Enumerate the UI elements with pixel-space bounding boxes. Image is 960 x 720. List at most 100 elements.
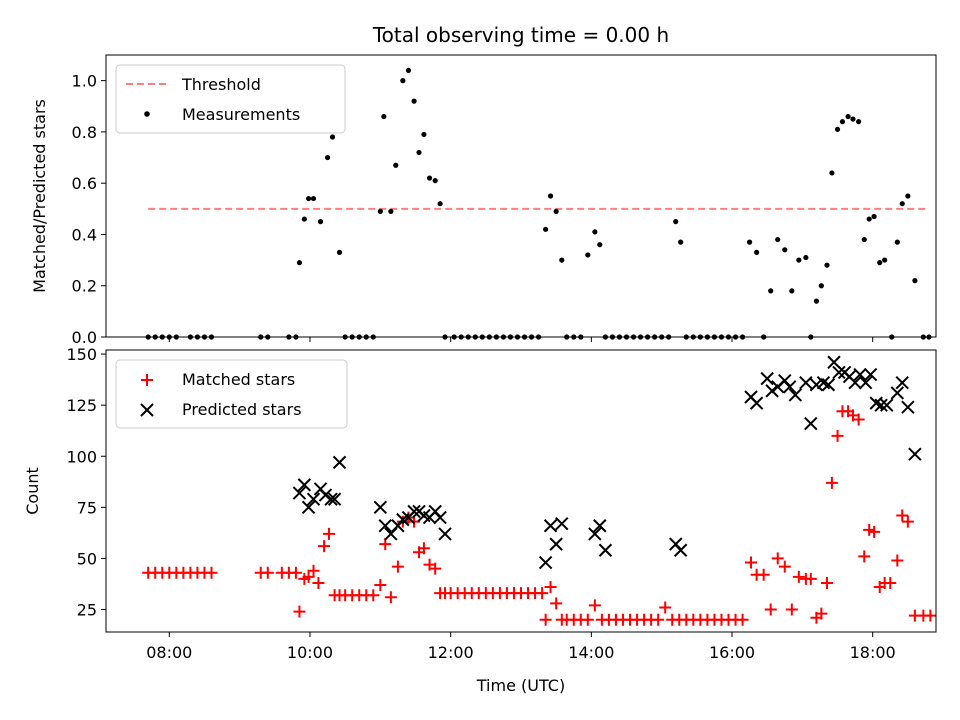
matched-star-point <box>302 570 315 583</box>
measurement-point <box>405 67 412 73</box>
measurement-point <box>597 242 603 248</box>
matched-star-point <box>825 476 838 489</box>
matched-star-point <box>374 579 387 591</box>
measurement-point <box>559 257 565 263</box>
measurement-point <box>585 252 591 258</box>
matched-star-point <box>536 587 549 600</box>
measurement-point <box>829 170 835 176</box>
measurement-point <box>866 216 872 222</box>
matched-star-point <box>539 613 552 626</box>
predicted-star-point <box>593 519 607 533</box>
predicted-star-point <box>301 500 316 515</box>
measurement-point <box>547 193 554 199</box>
measurement-point <box>388 208 394 214</box>
predicted-star-point <box>543 519 558 533</box>
matched-star-point <box>745 556 758 569</box>
x-tick-label: 12:00 <box>428 643 474 662</box>
predicted-star-point <box>324 492 338 506</box>
predicted-star-point <box>804 416 818 431</box>
matched-star-point <box>771 552 784 565</box>
matched-star-point <box>868 525 881 538</box>
measurement-point <box>310 195 317 202</box>
predicted-star-point <box>549 537 563 551</box>
legend-matched-label: Matched stars <box>182 370 295 389</box>
top-y-tick-label: 1.0 <box>72 72 97 91</box>
measurement-point <box>426 175 433 181</box>
predicted-star-point <box>332 455 347 470</box>
predicted-star-point <box>673 543 688 557</box>
matched-star-point <box>901 515 914 528</box>
predicted-star-point <box>292 486 307 500</box>
matched-star-point <box>757 568 770 581</box>
matched-star-point <box>659 601 672 614</box>
predicted-star-point <box>874 398 888 412</box>
x-tick-label: 14:00 <box>568 643 614 662</box>
measurement-point <box>416 149 422 156</box>
measurement-point <box>871 213 877 220</box>
predicted-star-point <box>438 527 452 541</box>
chart-title: Total observing time = 0.00 h <box>372 23 669 47</box>
predicted-star-point <box>306 492 321 506</box>
top-y-label: Matched/Predicted stars <box>30 99 49 293</box>
x-tick-label: 08:00 <box>146 643 192 662</box>
measurement-point <box>813 298 820 304</box>
measurement-point <box>437 201 443 207</box>
measurement-point <box>796 257 802 263</box>
matched-star-point <box>384 591 397 604</box>
predicted-star-point <box>373 500 388 515</box>
predicted-star-point <box>821 378 836 392</box>
predicted-star-point <box>378 519 392 533</box>
measurement-point <box>899 201 905 207</box>
measurement-point <box>592 229 598 235</box>
top-y-axis: 0.0 0.2 0.4 0.6 0.8 1.0 <box>72 72 106 347</box>
predicted-star-point <box>588 527 602 541</box>
predicted-star-point <box>799 375 813 390</box>
predicted-star-point <box>832 365 846 380</box>
bottom-plot-area <box>142 355 937 626</box>
matched-star-point <box>550 597 563 610</box>
matched-star-point <box>792 570 805 583</box>
top-x-ticks <box>168 337 874 342</box>
matched-star-point <box>307 564 320 577</box>
predicted-star-point <box>827 355 841 369</box>
measurement-point <box>782 247 788 253</box>
legend-predicted-label: Predicted stars <box>182 400 302 419</box>
matched-star-point <box>831 429 844 442</box>
predicted-star-point <box>901 400 915 414</box>
measurement-point <box>411 98 417 104</box>
matched-star-point <box>852 413 865 426</box>
matched-star-point <box>884 576 897 589</box>
matched-star-point <box>764 603 777 616</box>
top-legend: Threshold Measurements <box>115 64 346 134</box>
measurement-point <box>421 131 427 138</box>
measurement-point <box>754 249 760 255</box>
top-y-tick-label: 0.4 <box>72 225 97 244</box>
matched-star-point <box>293 605 306 618</box>
matched-star-point <box>778 560 791 573</box>
matched-star-point <box>391 560 404 573</box>
measurement-point <box>861 236 867 243</box>
measurement-point <box>912 278 918 284</box>
measurement-point <box>839 119 846 125</box>
predicted-star-point <box>895 375 909 390</box>
predicted-star-point <box>407 504 421 519</box>
bottom-y-tick-label: 100 <box>66 447 97 466</box>
top-axes-frame <box>105 54 937 338</box>
predicted-star-point <box>880 398 894 412</box>
measurement-point <box>329 134 336 140</box>
predicted-star-point <box>538 555 553 570</box>
x-tick-label: 18:00 <box>850 643 896 662</box>
measurement-point <box>877 260 883 266</box>
measurement-point <box>543 226 549 232</box>
measurement-point <box>317 219 324 225</box>
legend-measurements-label: Measurements <box>182 105 300 124</box>
matched-star-point <box>588 599 601 612</box>
bottom-y-tick-label: 25 <box>77 601 97 620</box>
matched-star-point <box>785 603 798 616</box>
matched-star-point <box>429 562 442 575</box>
measurement-point <box>824 262 830 268</box>
legend-threshold-label: Threshold <box>181 75 261 94</box>
legend-measurements-swatch <box>144 111 150 117</box>
bottom-y-tick-label: 50 <box>77 549 97 568</box>
top-legend-box <box>115 64 346 134</box>
